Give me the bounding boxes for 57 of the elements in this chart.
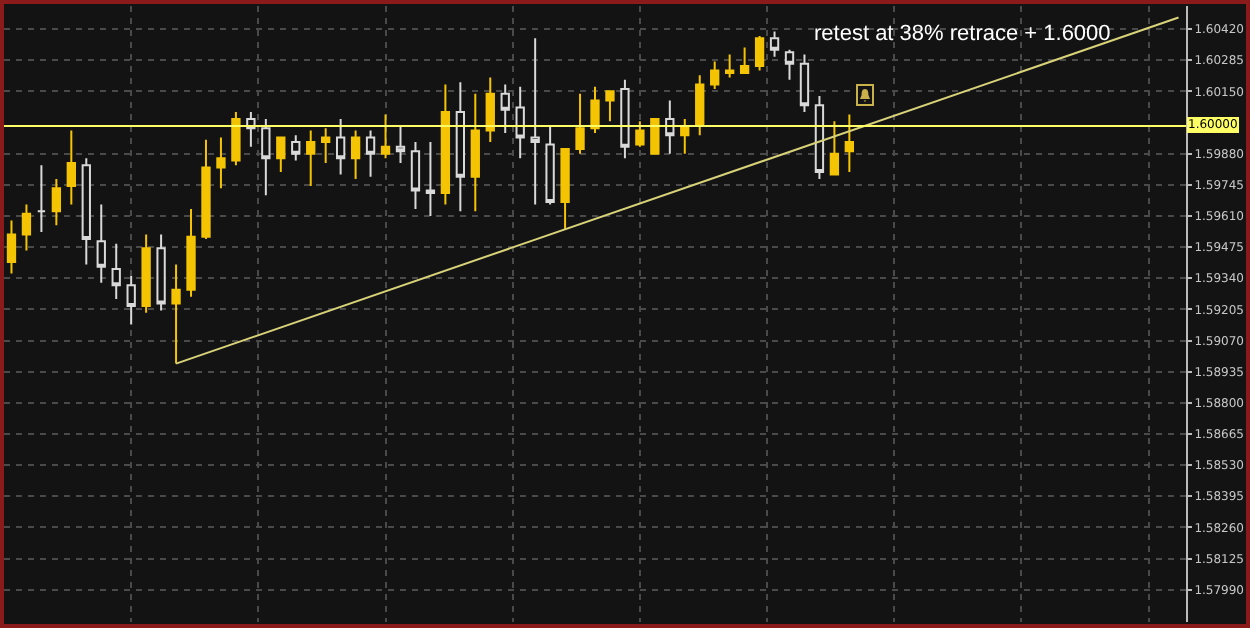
- candlestick: [799, 53, 810, 114]
- candlestick: [201, 138, 211, 241]
- candlestick: [365, 129, 376, 178]
- candlestick: [814, 94, 825, 181]
- candlestick: [739, 46, 750, 74]
- candlestick: [829, 120, 840, 176]
- candlestick: [680, 118, 690, 155]
- candlestick: [261, 118, 271, 197]
- candlestick: [96, 203, 106, 284]
- candlestick: [81, 157, 91, 266]
- candlestick: [725, 53, 735, 79]
- candlestick: [395, 124, 406, 164]
- candlestick: [276, 136, 286, 174]
- candlestick: [769, 30, 780, 58]
- candlestick: [21, 203, 32, 252]
- candlestick: [635, 120, 645, 148]
- candlestick: [186, 208, 196, 298]
- candlestick: [665, 99, 675, 155]
- candlestick: [156, 233, 166, 312]
- candlestick: [425, 141, 436, 217]
- candlestick: [6, 219, 17, 275]
- candlestick: [440, 83, 451, 206]
- candlestick: [335, 118, 346, 176]
- candlestick: [36, 164, 47, 234]
- candlestick: [575, 92, 585, 155]
- candlestick: [515, 85, 525, 160]
- candlestick: [306, 129, 316, 187]
- candlestick: [710, 60, 720, 91]
- candlestick: [470, 92, 480, 213]
- candlestick: [560, 148, 570, 231]
- candlestick: [844, 113, 855, 174]
- candlestick: [784, 48, 795, 81]
- annotation: retest at 38% retrace + 1.6000: [814, 22, 1111, 46]
- candlestick: [126, 274, 136, 326]
- candlestick: [216, 136, 226, 190]
- candlestick: [620, 78, 630, 160]
- candlestick: [605, 90, 615, 123]
- candlestick: [321, 127, 331, 164]
- candlestick: [380, 113, 391, 160]
- candlestick: [530, 37, 540, 206]
- candlestick: [51, 178, 62, 227]
- candlestick: [754, 35, 765, 72]
- candlestick: [171, 263, 181, 365]
- candlestick: [291, 134, 301, 162]
- candlestick: [111, 242, 121, 300]
- candlestick: [590, 85, 600, 134]
- candlestick: [141, 233, 151, 314]
- candlestick: [485, 76, 495, 144]
- candlestick: [695, 74, 705, 137]
- candlestick: [350, 129, 361, 181]
- candlestick: [500, 83, 510, 134]
- candlestick: [455, 81, 465, 213]
- candlestick: [545, 124, 555, 206]
- candlestick: [66, 129, 76, 206]
- candlestick: [410, 141, 421, 211]
- candlestick: [650, 118, 660, 155]
- candlestick: [231, 111, 241, 167]
